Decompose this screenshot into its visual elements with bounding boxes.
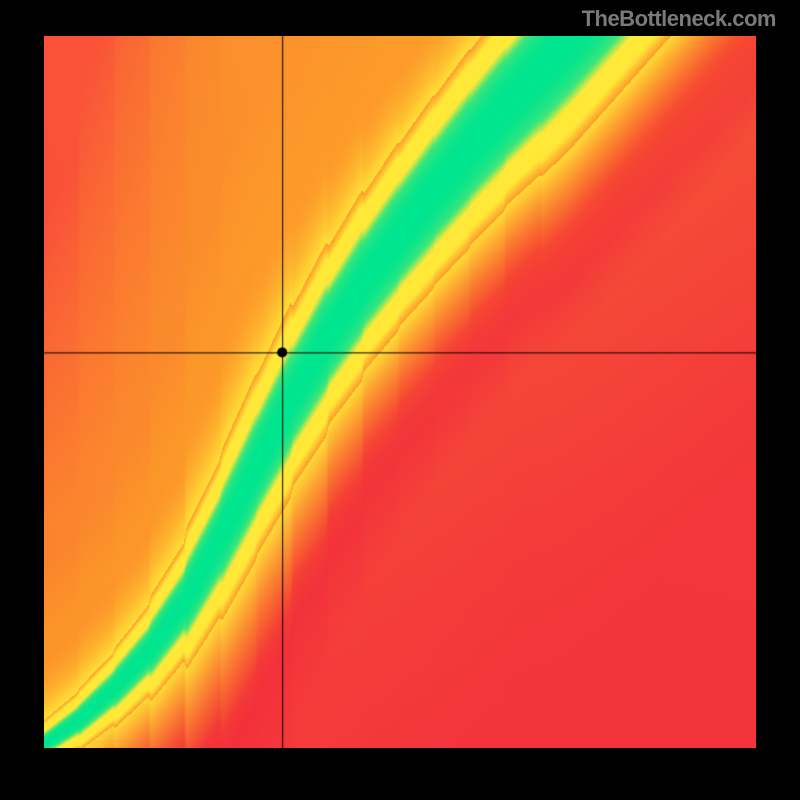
chart-container: TheBottleneck.com: [0, 0, 800, 800]
heatmap-canvas: [44, 36, 756, 748]
watermark-text: TheBottleneck.com: [582, 6, 776, 32]
